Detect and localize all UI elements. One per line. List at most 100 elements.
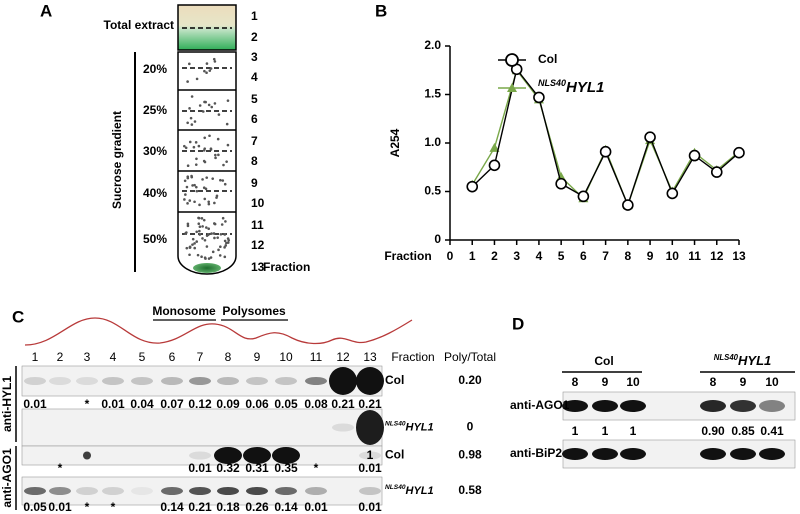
band bbox=[700, 448, 726, 460]
particle bbox=[188, 107, 191, 110]
particle bbox=[225, 122, 229, 126]
lane-number: 4 bbox=[110, 350, 117, 364]
particle bbox=[183, 198, 186, 201]
fraction-number: 9 bbox=[251, 176, 258, 190]
particle bbox=[188, 62, 191, 66]
particle bbox=[204, 100, 207, 104]
quant-value: 0.21 bbox=[331, 397, 355, 411]
band bbox=[359, 451, 381, 460]
quant-value: 0.07 bbox=[160, 397, 184, 411]
quant-value: 0.21 bbox=[358, 397, 382, 411]
particle bbox=[195, 230, 199, 234]
quant-value: 0.01 bbox=[358, 461, 382, 475]
ratio-value: 0.98 bbox=[458, 448, 482, 462]
fraction-number: 5 bbox=[251, 92, 258, 106]
fraction-number: 4 bbox=[251, 70, 258, 84]
band bbox=[305, 487, 327, 495]
quant-value: 0.01 bbox=[304, 500, 328, 514]
particle bbox=[213, 236, 216, 240]
marker bbox=[644, 131, 656, 143]
marker bbox=[488, 159, 501, 172]
band bbox=[246, 377, 268, 385]
quant-value: 0.01 bbox=[358, 500, 382, 514]
quant-value: 0.01 bbox=[48, 500, 72, 514]
marker bbox=[555, 177, 567, 190]
percentage-label: 40% bbox=[143, 186, 167, 200]
particle bbox=[186, 80, 189, 83]
particle bbox=[203, 136, 207, 140]
particle bbox=[194, 163, 198, 166]
particle bbox=[215, 194, 219, 198]
lane-number: 1 bbox=[32, 350, 39, 364]
particle bbox=[213, 102, 217, 105]
x-tick-label: 11 bbox=[688, 249, 701, 263]
percentage-label: 50% bbox=[143, 232, 167, 246]
particle bbox=[190, 123, 194, 126]
x-tick-label: 7 bbox=[602, 249, 609, 263]
superscript: NLS40 bbox=[714, 353, 739, 362]
particle bbox=[221, 216, 225, 220]
particle bbox=[203, 147, 207, 150]
band bbox=[272, 447, 300, 464]
particle bbox=[198, 229, 201, 233]
quant-value: 0.08 bbox=[304, 397, 328, 411]
blots bbox=[21, 365, 796, 506]
band bbox=[359, 487, 381, 495]
particle bbox=[194, 141, 198, 144]
x-tick-label: 13 bbox=[732, 249, 746, 263]
particle bbox=[216, 137, 220, 141]
fraction-number: 6 bbox=[251, 112, 258, 126]
particle bbox=[193, 183, 196, 187]
particle bbox=[184, 232, 187, 235]
particle bbox=[195, 157, 198, 161]
legend-label: Col bbox=[538, 52, 557, 66]
name: HYL1 bbox=[406, 485, 434, 497]
band bbox=[76, 377, 98, 385]
x-tick-label: 12 bbox=[710, 249, 724, 263]
particle bbox=[193, 200, 196, 204]
percentage-label: 30% bbox=[143, 144, 167, 158]
fraction-number: 3 bbox=[251, 50, 258, 64]
band bbox=[332, 423, 354, 432]
fraction-number: 7 bbox=[251, 134, 258, 148]
name: HYL1 bbox=[406, 421, 434, 433]
quant-value: 0.41 bbox=[760, 424, 784, 438]
lane-number: 11 bbox=[310, 350, 323, 364]
particle bbox=[193, 120, 197, 123]
particle bbox=[192, 145, 196, 149]
particle bbox=[212, 232, 216, 235]
particle bbox=[183, 144, 186, 148]
quant-value: 0.09 bbox=[216, 397, 240, 411]
monosome-label: Monosome bbox=[152, 304, 216, 318]
particle bbox=[222, 163, 225, 167]
particle bbox=[197, 222, 201, 225]
band bbox=[102, 377, 124, 385]
particle bbox=[211, 250, 215, 254]
quant-value: 0.04 bbox=[130, 397, 154, 411]
quant-value: 1 bbox=[367, 448, 374, 462]
legend-marker bbox=[507, 83, 517, 92]
particle bbox=[219, 178, 222, 182]
ratio-header: Poly/Total bbox=[444, 350, 496, 364]
genotype-label: NLS40HYL1 bbox=[385, 420, 434, 433]
name: HYL1 bbox=[738, 353, 771, 368]
quant-value: * bbox=[58, 461, 63, 475]
particle bbox=[186, 121, 189, 125]
lane-number: 10 bbox=[765, 375, 779, 389]
particle bbox=[201, 225, 204, 228]
x-tick-label: 9 bbox=[647, 249, 654, 263]
band bbox=[592, 400, 618, 412]
panel-label: C bbox=[12, 307, 24, 326]
particle bbox=[208, 134, 211, 138]
quant-value: 0.18 bbox=[216, 500, 240, 514]
particle bbox=[210, 105, 214, 109]
lane-number: 10 bbox=[626, 375, 640, 389]
particle bbox=[191, 237, 195, 241]
x-tick-label: 0 bbox=[447, 249, 454, 263]
particle bbox=[203, 160, 207, 164]
quant-value: 0.31 bbox=[245, 461, 269, 475]
band bbox=[562, 448, 588, 460]
lane-number: 8 bbox=[225, 350, 232, 364]
band bbox=[161, 377, 183, 385]
marker bbox=[577, 190, 590, 203]
